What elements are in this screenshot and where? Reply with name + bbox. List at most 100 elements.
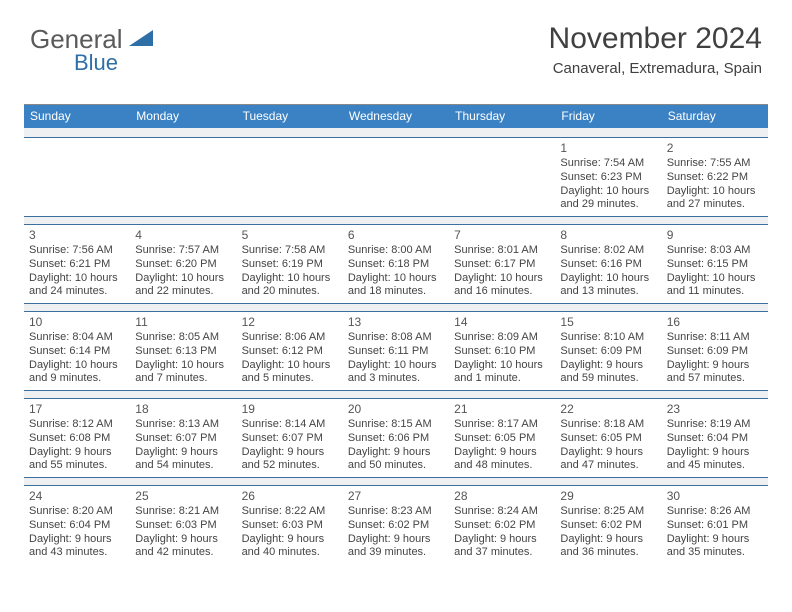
- day-number: 15: [560, 315, 656, 330]
- calendar-day: 18Sunrise: 8:13 AMSunset: 6:07 PMDayligh…: [130, 399, 236, 477]
- calendar: SundayMondayTuesdayWednesdayThursdayFrid…: [24, 104, 768, 564]
- daylight-text: Daylight: 10 hours and 29 minutes.: [560, 185, 656, 213]
- calendar-day: 14Sunrise: 8:09 AMSunset: 6:10 PMDayligh…: [449, 312, 555, 390]
- daylight-text: Daylight: 9 hours and 59 minutes.: [560, 359, 656, 387]
- calendar-day: 15Sunrise: 8:10 AMSunset: 6:09 PMDayligh…: [555, 312, 661, 390]
- daylight-text: Daylight: 10 hours and 22 minutes.: [135, 272, 231, 300]
- sunrise-text: Sunrise: 8:24 AM: [454, 505, 550, 519]
- day-number: 16: [667, 315, 763, 330]
- calendar-day: 17Sunrise: 8:12 AMSunset: 6:08 PMDayligh…: [24, 399, 130, 477]
- sunrise-text: Sunrise: 7:56 AM: [29, 244, 125, 258]
- sunset-text: Sunset: 6:02 PM: [348, 519, 444, 533]
- daylight-text: Daylight: 9 hours and 43 minutes.: [29, 533, 125, 561]
- calendar-day: 23Sunrise: 8:19 AMSunset: 6:04 PMDayligh…: [662, 399, 768, 477]
- day-of-week-cell: Friday: [555, 105, 661, 128]
- calendar-day: 2Sunrise: 7:55 AMSunset: 6:22 PMDaylight…: [662, 138, 768, 216]
- day-of-week-cell: Sunday: [24, 105, 130, 128]
- day-number: 20: [348, 402, 444, 417]
- day-number: 17: [29, 402, 125, 417]
- sunset-text: Sunset: 6:07 PM: [242, 432, 338, 446]
- sunrise-text: Sunrise: 8:26 AM: [667, 505, 763, 519]
- sunrise-text: Sunrise: 8:21 AM: [135, 505, 231, 519]
- sunset-text: Sunset: 6:02 PM: [454, 519, 550, 533]
- page-title: November 2024: [549, 22, 762, 56]
- day-number: 24: [29, 489, 125, 504]
- daylight-text: Daylight: 9 hours and 36 minutes.: [560, 533, 656, 561]
- daylight-text: Daylight: 10 hours and 1 minute.: [454, 359, 550, 387]
- daylight-text: Daylight: 9 hours and 48 minutes.: [454, 446, 550, 474]
- sunrise-text: Sunrise: 8:12 AM: [29, 418, 125, 432]
- daylight-text: Daylight: 10 hours and 7 minutes.: [135, 359, 231, 387]
- page-subtitle: Canaveral, Extremadura, Spain: [549, 60, 762, 77]
- header-block: November 2024 Canaveral, Extremadura, Sp…: [549, 22, 762, 77]
- sunset-text: Sunset: 6:12 PM: [242, 345, 338, 359]
- logo-text-blue: Blue: [74, 50, 118, 76]
- sunset-text: Sunset: 6:19 PM: [242, 258, 338, 272]
- daylight-text: Daylight: 9 hours and 47 minutes.: [560, 446, 656, 474]
- sunrise-text: Sunrise: 8:18 AM: [560, 418, 656, 432]
- sunrise-text: Sunrise: 8:14 AM: [242, 418, 338, 432]
- day-number: 22: [560, 402, 656, 417]
- day-number: 11: [135, 315, 231, 330]
- day-of-week-cell: Saturday: [662, 105, 768, 128]
- daylight-text: Daylight: 9 hours and 57 minutes.: [667, 359, 763, 387]
- daylight-text: Daylight: 10 hours and 13 minutes.: [560, 272, 656, 300]
- sunset-text: Sunset: 6:03 PM: [242, 519, 338, 533]
- daylight-text: Daylight: 9 hours and 42 minutes.: [135, 533, 231, 561]
- daylight-text: Daylight: 9 hours and 40 minutes.: [242, 533, 338, 561]
- day-number: 28: [454, 489, 550, 504]
- sunrise-text: Sunrise: 8:20 AM: [29, 505, 125, 519]
- day-number: 18: [135, 402, 231, 417]
- calendar-day: 6Sunrise: 8:00 AMSunset: 6:18 PMDaylight…: [343, 225, 449, 303]
- calendar-day: 25Sunrise: 8:21 AMSunset: 6:03 PMDayligh…: [130, 486, 236, 564]
- day-number: 13: [348, 315, 444, 330]
- calendar-day: 7Sunrise: 8:01 AMSunset: 6:17 PMDaylight…: [449, 225, 555, 303]
- sunrise-text: Sunrise: 8:09 AM: [454, 331, 550, 345]
- day-of-week-cell: Wednesday: [343, 105, 449, 128]
- calendar-week: 10Sunrise: 8:04 AMSunset: 6:14 PMDayligh…: [24, 312, 768, 390]
- sunset-text: Sunset: 6:20 PM: [135, 258, 231, 272]
- calendar-day: 28Sunrise: 8:24 AMSunset: 6:02 PMDayligh…: [449, 486, 555, 564]
- sunrise-text: Sunrise: 8:15 AM: [348, 418, 444, 432]
- sunset-text: Sunset: 6:21 PM: [29, 258, 125, 272]
- sunrise-text: Sunrise: 8:23 AM: [348, 505, 444, 519]
- daylight-text: Daylight: 9 hours and 55 minutes.: [29, 446, 125, 474]
- calendar-day-empty: [24, 138, 130, 216]
- sunrise-text: Sunrise: 8:05 AM: [135, 331, 231, 345]
- day-number: 26: [242, 489, 338, 504]
- calendar-day: 11Sunrise: 8:05 AMSunset: 6:13 PMDayligh…: [130, 312, 236, 390]
- day-number: 10: [29, 315, 125, 330]
- daylight-text: Daylight: 9 hours and 52 minutes.: [242, 446, 338, 474]
- sunrise-text: Sunrise: 8:04 AM: [29, 331, 125, 345]
- day-number: 3: [29, 228, 125, 243]
- calendar-day-empty: [237, 138, 343, 216]
- calendar-day: 10Sunrise: 8:04 AMSunset: 6:14 PMDayligh…: [24, 312, 130, 390]
- day-number: 19: [242, 402, 338, 417]
- calendar-day: 13Sunrise: 8:08 AMSunset: 6:11 PMDayligh…: [343, 312, 449, 390]
- sunset-text: Sunset: 6:18 PM: [348, 258, 444, 272]
- daylight-text: Daylight: 10 hours and 16 minutes.: [454, 272, 550, 300]
- daylight-text: Daylight: 9 hours and 45 minutes.: [667, 446, 763, 474]
- calendar-day: 21Sunrise: 8:17 AMSunset: 6:05 PMDayligh…: [449, 399, 555, 477]
- day-of-week-cell: Thursday: [449, 105, 555, 128]
- day-number: 23: [667, 402, 763, 417]
- sunset-text: Sunset: 6:22 PM: [667, 171, 763, 185]
- calendar-week: 17Sunrise: 8:12 AMSunset: 6:08 PMDayligh…: [24, 399, 768, 477]
- day-number: 27: [348, 489, 444, 504]
- sunrise-text: Sunrise: 8:06 AM: [242, 331, 338, 345]
- sunrise-text: Sunrise: 7:54 AM: [560, 157, 656, 171]
- sunrise-text: Sunrise: 8:22 AM: [242, 505, 338, 519]
- calendar-day: 30Sunrise: 8:26 AMSunset: 6:01 PMDayligh…: [662, 486, 768, 564]
- day-number: 4: [135, 228, 231, 243]
- sunset-text: Sunset: 6:03 PM: [135, 519, 231, 533]
- logo-triangle-icon: [123, 24, 155, 55]
- day-number: 1: [560, 141, 656, 156]
- daylight-text: Daylight: 9 hours and 50 minutes.: [348, 446, 444, 474]
- sunrise-text: Sunrise: 8:01 AM: [454, 244, 550, 258]
- sunrise-text: Sunrise: 8:08 AM: [348, 331, 444, 345]
- sunset-text: Sunset: 6:05 PM: [560, 432, 656, 446]
- daylight-text: Daylight: 9 hours and 54 minutes.: [135, 446, 231, 474]
- day-of-week-cell: Monday: [130, 105, 236, 128]
- day-number: 12: [242, 315, 338, 330]
- sunset-text: Sunset: 6:01 PM: [667, 519, 763, 533]
